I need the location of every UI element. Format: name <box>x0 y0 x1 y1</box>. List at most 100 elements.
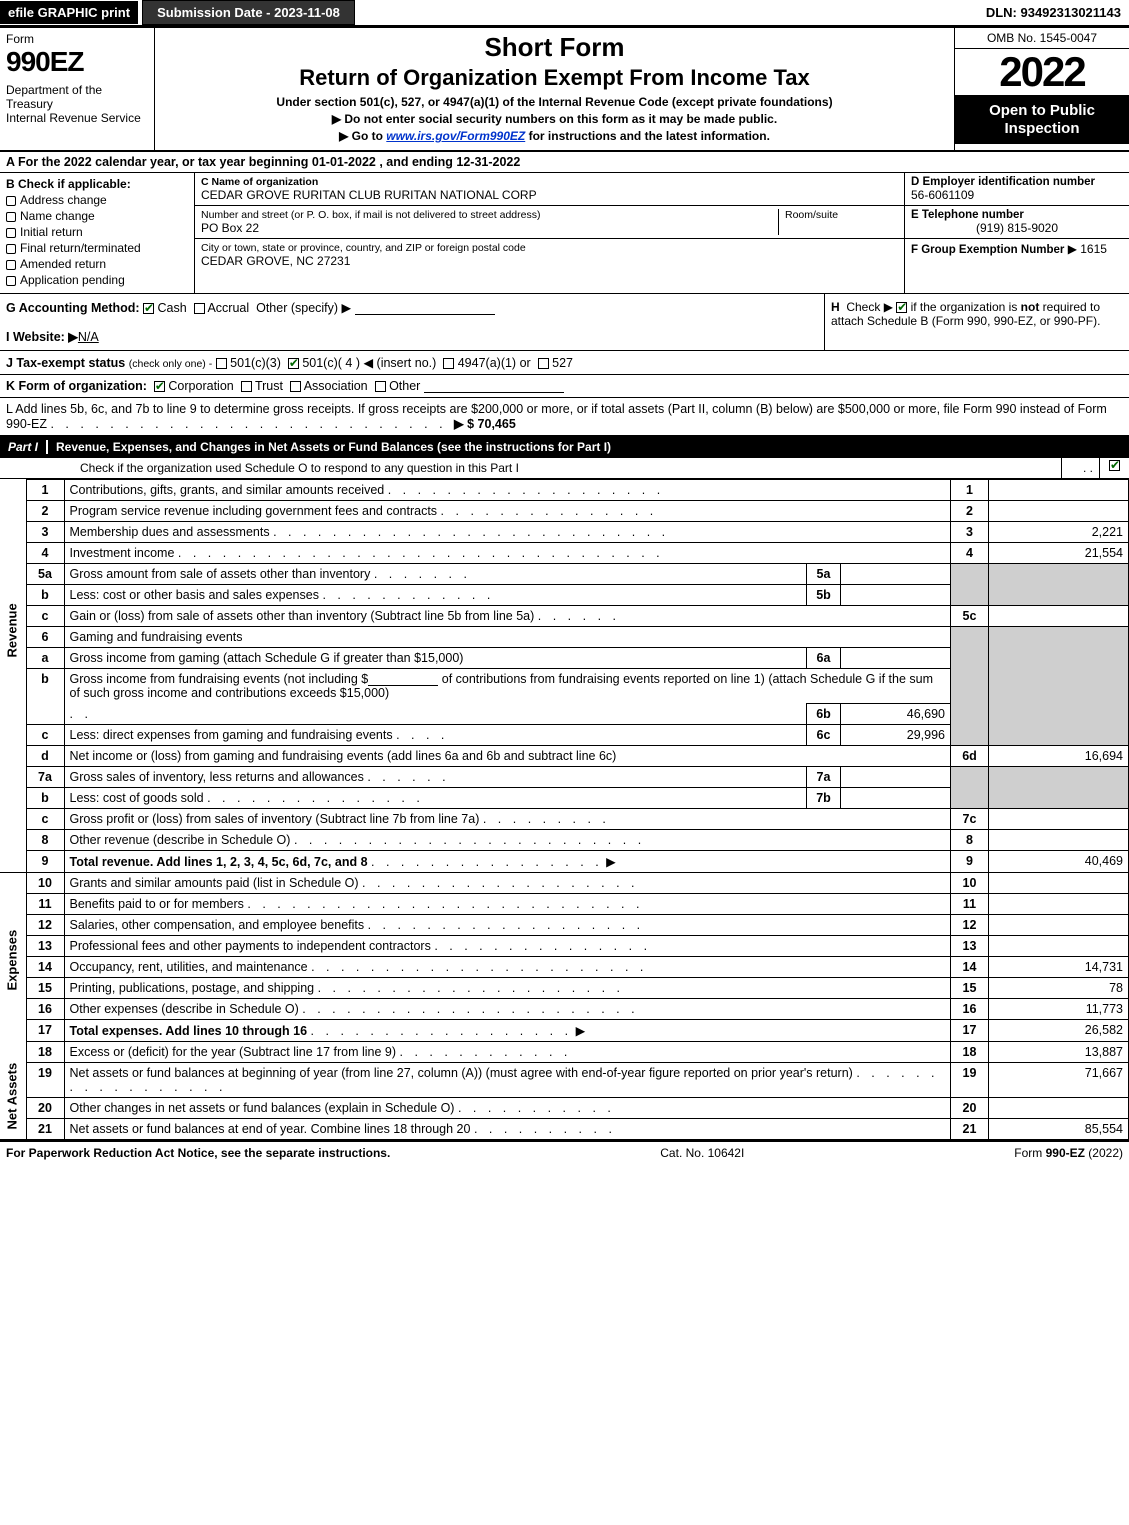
check-amended-return[interactable]: Amended return <box>6 257 188 271</box>
check-application-pending[interactable]: Application pending <box>6 273 188 287</box>
ln-4-no: 4 <box>26 543 64 564</box>
check-final-return[interactable]: Final return/terminated <box>6 241 188 255</box>
check-501c3[interactable] <box>216 358 227 369</box>
ein-value: 56-6061109 <box>911 188 1123 202</box>
ln-7b-text: Less: cost of goods sold . . . . . . . .… <box>64 788 807 809</box>
ln-9-amt: 40,469 <box>989 851 1129 873</box>
ln-6d-no: d <box>26 746 64 767</box>
ln-18-no: 18 <box>26 1042 64 1063</box>
ln-17-amt: 26,582 <box>989 1020 1129 1042</box>
contrib-input[interactable] <box>368 672 438 686</box>
ln-13-rn: 13 <box>951 936 989 957</box>
ln-19-no: 19 <box>26 1063 64 1098</box>
check-other-org[interactable] <box>375 381 386 392</box>
ln-7a-no: 7a <box>26 767 64 788</box>
ln-6b-spacer: . . <box>64 704 807 725</box>
check-corporation[interactable] <box>154 381 165 392</box>
submission-date: Submission Date - 2023-11-08 <box>142 0 355 25</box>
other-label: Other (specify) ▶ <box>256 301 351 315</box>
ln-11-text: Benefits paid to or for members . . . . … <box>64 894 951 915</box>
ln-20-amt <box>989 1098 1129 1119</box>
ln-12-rn: 12 <box>951 915 989 936</box>
street-label: Number and street (or P. O. box, if mail… <box>201 209 778 221</box>
ln-5a-in: 5a <box>807 564 841 585</box>
check-schedule-o[interactable] <box>1109 460 1120 471</box>
ln-2-no: 2 <box>26 501 64 522</box>
ln-3-amt: 2,221 <box>989 522 1129 543</box>
ln-17-text: Total expenses. Add lines 10 through 16 … <box>64 1020 951 1042</box>
phone-row: E Telephone number (919) 815-9020 <box>905 206 1129 239</box>
row-h: H Check ▶ if the organization is not req… <box>824 294 1129 350</box>
ln-1-no: 1 <box>26 480 64 501</box>
subtitle-goto: ▶ Go to www.irs.gov/Form990EZ for instru… <box>163 129 946 143</box>
section-b-title: B Check if applicable: <box>6 177 188 191</box>
other-specify-input[interactable] <box>355 301 495 315</box>
ln-8-no: 8 <box>26 830 64 851</box>
ln-12-no: 12 <box>26 915 64 936</box>
check-4947[interactable] <box>443 358 454 369</box>
ln-5a-text: Gross amount from sale of assets other t… <box>64 564 807 585</box>
check-501c[interactable] <box>288 358 299 369</box>
phone-label: E Telephone number <box>911 209 1123 221</box>
opt-corporation: Corporation <box>168 379 233 393</box>
ln-21-text: Net assets or fund balances at end of ye… <box>64 1119 951 1140</box>
check-initial-return[interactable]: Initial return <box>6 225 188 239</box>
ln-6-rn-grey <box>951 627 989 648</box>
sidelabel-expenses: Expenses <box>0 873 26 1042</box>
check-cash[interactable] <box>143 303 154 314</box>
ln-18-rn: 18 <box>951 1042 989 1063</box>
ln-5b-iv <box>841 585 951 606</box>
sidelabel-rev-end <box>0 851 26 873</box>
ln-7c-rn: 7c <box>951 809 989 830</box>
ln-10-no: 10 <box>26 873 64 894</box>
ln-5c-rn: 5c <box>951 606 989 627</box>
city-value: CEDAR GROVE, NC 27231 <box>201 254 898 268</box>
check-trust[interactable] <box>241 381 252 392</box>
opt-trust: Trust <box>255 379 283 393</box>
ln-13-no: 13 <box>26 936 64 957</box>
ln-6a-text: Gross income from gaming (attach Schedul… <box>64 648 807 669</box>
ln-7b-rn-grey <box>951 788 989 809</box>
ln-7b-iv <box>841 788 951 809</box>
check-accrual[interactable] <box>194 303 205 314</box>
other-org-input[interactable] <box>424 379 564 393</box>
ln-9-text: Total revenue. Add lines 1, 2, 3, 4, 5c,… <box>64 851 951 873</box>
check-527[interactable] <box>538 358 549 369</box>
efile-label[interactable]: efile GRAPHIC print <box>0 1 138 24</box>
irs-link[interactable]: www.irs.gov/Form990EZ <box>386 129 525 143</box>
ein-label: D Employer identification number <box>911 176 1123 188</box>
part-1-label: Part I <box>8 440 48 454</box>
ln-10-rn: 10 <box>951 873 989 894</box>
opt-501c: 501(c)( 4 ) ◀ (insert no.) <box>302 356 436 370</box>
ln-16-no: 16 <box>26 999 64 1020</box>
ln-6c-in: 6c <box>807 725 841 746</box>
title-short-form: Short Form <box>163 32 946 63</box>
org-name: CEDAR GROVE RURITAN CLUB RURITAN NATIONA… <box>201 188 898 202</box>
ln-16-rn: 16 <box>951 999 989 1020</box>
schedule-b-text: H Check ▶ if the organization is not req… <box>831 300 1100 328</box>
check-name-change[interactable]: Name change <box>6 209 188 223</box>
cash-label: Cash <box>158 301 187 315</box>
footer-left: For Paperwork Reduction Act Notice, see … <box>6 1146 390 1160</box>
opt-501c3: 501(c)(3) <box>230 356 281 370</box>
ln-7a-in: 7a <box>807 767 841 788</box>
ln-6-text: Gaming and fundraising events <box>64 627 951 648</box>
group-row: F Group Exemption Number ▶ 1615 <box>905 239 1129 259</box>
ln-9-rn: 9 <box>951 851 989 873</box>
ln-5a-amt-grey <box>989 564 1129 585</box>
check-address-change[interactable]: Address change <box>6 193 188 207</box>
part-1-dots: . . <box>1061 458 1099 478</box>
ln-19-amt: 71,667 <box>989 1063 1129 1098</box>
check-association[interactable] <box>290 381 301 392</box>
tax-year: 2022 <box>955 49 1129 96</box>
subtitle-ssn: ▶ Do not enter social security numbers o… <box>163 112 946 126</box>
city-label: City or town, state or province, country… <box>201 242 898 254</box>
ln-6b-iv: 46,690 <box>841 704 951 725</box>
dots: . . . . . . . . . . . . . . . . . . . . … <box>50 417 454 431</box>
row-g: G Accounting Method: Cash Accrual Other … <box>0 294 824 350</box>
ln-6c-amt-grey <box>989 725 1129 746</box>
ln-7b-in: 7b <box>807 788 841 809</box>
ln-6a-iv <box>841 648 951 669</box>
check-schedule-b[interactable] <box>896 302 907 313</box>
org-city-row: City or town, state or province, country… <box>195 239 904 271</box>
